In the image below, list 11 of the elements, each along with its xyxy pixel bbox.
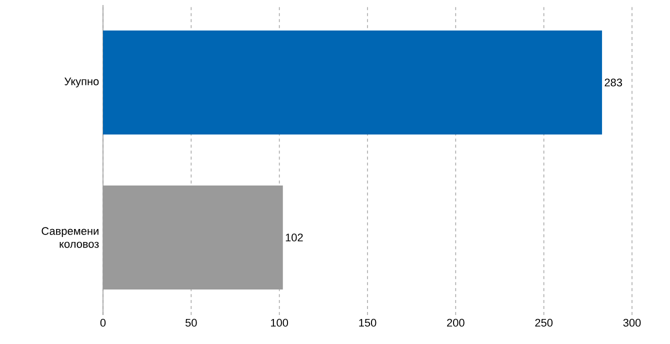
x-tick-label: 50 (186, 318, 197, 327)
x-tick-label: 250 (535, 318, 553, 327)
x-tick-label: 200 (447, 318, 464, 327)
x-tick-label: 300 (623, 318, 641, 327)
x-tick-label: 0 (100, 318, 106, 327)
x-tick-label: 150 (359, 318, 376, 327)
data-label: 102 (286, 234, 303, 242)
x-tick-label: 100 (271, 318, 288, 327)
y-tick-label: Укупно (64, 78, 99, 88)
y-tick-label: Савремени коловоз (42, 227, 99, 248)
data-label: 283 (604, 78, 622, 86)
